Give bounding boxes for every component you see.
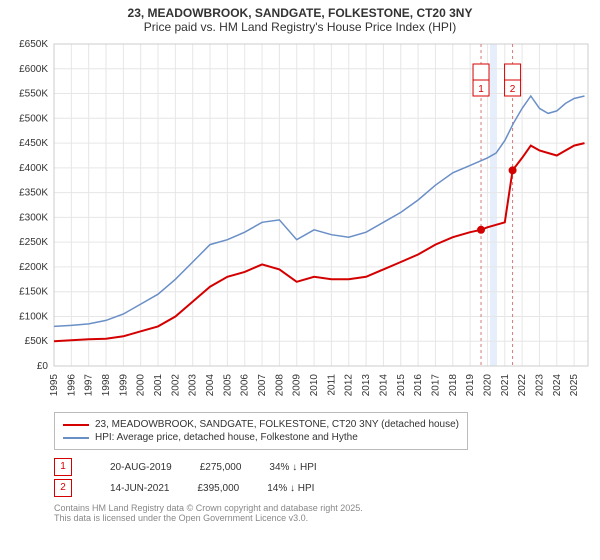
svg-text:2019: 2019 — [465, 374, 476, 397]
svg-text:1997: 1997 — [84, 374, 95, 397]
svg-text:2009: 2009 — [292, 374, 303, 397]
table-row: 1 20-AUG-2019 £275,000 34% ↓ HPI — [54, 458, 590, 476]
title-line2: Price paid vs. HM Land Registry's House … — [0, 20, 600, 34]
svg-text:£650K: £650K — [19, 39, 48, 50]
legend-swatch-hpi — [63, 437, 89, 439]
svg-text:2018: 2018 — [448, 374, 459, 397]
tx-delta: 14% ↓ HPI — [267, 483, 314, 494]
footer-line2: This data is licensed under the Open Gov… — [54, 513, 590, 523]
svg-text:2023: 2023 — [534, 374, 545, 397]
chart-svg: £0 £50K £100K £150K £200K £250K £300K £350K £400… — [0, 36, 600, 406]
svg-text:2022: 2022 — [517, 374, 528, 397]
table-row: 2 14-JUN-2021 £395,000 14% ↓ HPI — [54, 479, 590, 497]
svg-text:2004: 2004 — [205, 374, 216, 397]
svg-text:£300K: £300K — [19, 212, 48, 223]
legend-row: HPI: Average price, detached house, Folk… — [63, 432, 459, 443]
svg-text:1998: 1998 — [101, 374, 112, 397]
footer: Contains HM Land Registry data © Crown c… — [54, 503, 590, 523]
chart-title-block: 23, MEADOWBROOK, SANDGATE, FOLKESTONE, C… — [0, 0, 600, 36]
svg-text:2025: 2025 — [569, 374, 580, 397]
svg-text:2020: 2020 — [482, 374, 493, 397]
svg-text:1: 1 — [478, 84, 484, 95]
svg-text:2010: 2010 — [309, 374, 320, 397]
marker-badge-1: 1 — [54, 458, 72, 476]
svg-text:£500K: £500K — [19, 113, 48, 124]
svg-text:£400K: £400K — [19, 163, 48, 174]
svg-text:2017: 2017 — [430, 374, 441, 397]
svg-text:2014: 2014 — [378, 374, 389, 397]
footer-line1: Contains HM Land Registry data © Crown c… — [54, 503, 590, 513]
legend-swatch-subject — [63, 424, 89, 426]
svg-text:£250K: £250K — [19, 237, 48, 248]
svg-text:1996: 1996 — [66, 374, 77, 397]
legend-label-subject: 23, MEADOWBROOK, SANDGATE, FOLKESTONE, C… — [95, 419, 459, 430]
svg-text:£0: £0 — [37, 361, 49, 372]
svg-text:2012: 2012 — [344, 374, 355, 397]
svg-text:2006: 2006 — [240, 374, 251, 397]
svg-text:£150K: £150K — [19, 287, 48, 298]
legend: 23, MEADOWBROOK, SANDGATE, FOLKESTONE, C… — [54, 412, 468, 450]
svg-text:2016: 2016 — [413, 374, 424, 397]
svg-text:£200K: £200K — [19, 262, 48, 273]
svg-text:2021: 2021 — [500, 374, 511, 397]
svg-text:1999: 1999 — [118, 374, 129, 397]
svg-text:2008: 2008 — [274, 374, 285, 397]
svg-text:£350K: £350K — [19, 188, 48, 199]
tx-price: £395,000 — [197, 483, 239, 494]
svg-text:2: 2 — [510, 84, 516, 95]
svg-text:2000: 2000 — [136, 374, 147, 397]
svg-text:£450K: £450K — [19, 138, 48, 149]
svg-text:2002: 2002 — [170, 374, 181, 397]
svg-text:2015: 2015 — [396, 374, 407, 397]
svg-text:£600K: £600K — [19, 64, 48, 75]
tx-date: 20-AUG-2019 — [110, 462, 172, 473]
transaction-table: 1 20-AUG-2019 £275,000 34% ↓ HPI 2 14-JU… — [54, 458, 590, 497]
svg-text:2001: 2001 — [153, 374, 164, 397]
svg-text:£100K: £100K — [19, 311, 48, 322]
legend-row: 23, MEADOWBROOK, SANDGATE, FOLKESTONE, C… — [63, 419, 459, 430]
tx-price: £275,000 — [200, 462, 242, 473]
marker-badge-2: 2 — [54, 479, 72, 497]
legend-label-hpi: HPI: Average price, detached house, Folk… — [95, 432, 358, 443]
svg-text:£50K: £50K — [25, 336, 49, 347]
svg-text:1995: 1995 — [49, 374, 60, 397]
svg-text:2003: 2003 — [188, 374, 199, 397]
tx-delta: 34% ↓ HPI — [269, 462, 316, 473]
svg-text:2007: 2007 — [257, 374, 268, 397]
svg-text:2024: 2024 — [552, 374, 563, 397]
svg-text:2011: 2011 — [326, 374, 337, 396]
chart: £0 £50K £100K £150K £200K £250K £300K £350K £400… — [0, 36, 600, 406]
svg-text:2005: 2005 — [222, 374, 233, 397]
title-line1: 23, MEADOWBROOK, SANDGATE, FOLKESTONE, C… — [0, 6, 600, 20]
tx-date: 14-JUN-2021 — [110, 483, 169, 494]
svg-text:£550K: £550K — [19, 89, 48, 100]
svg-text:2013: 2013 — [361, 374, 372, 397]
